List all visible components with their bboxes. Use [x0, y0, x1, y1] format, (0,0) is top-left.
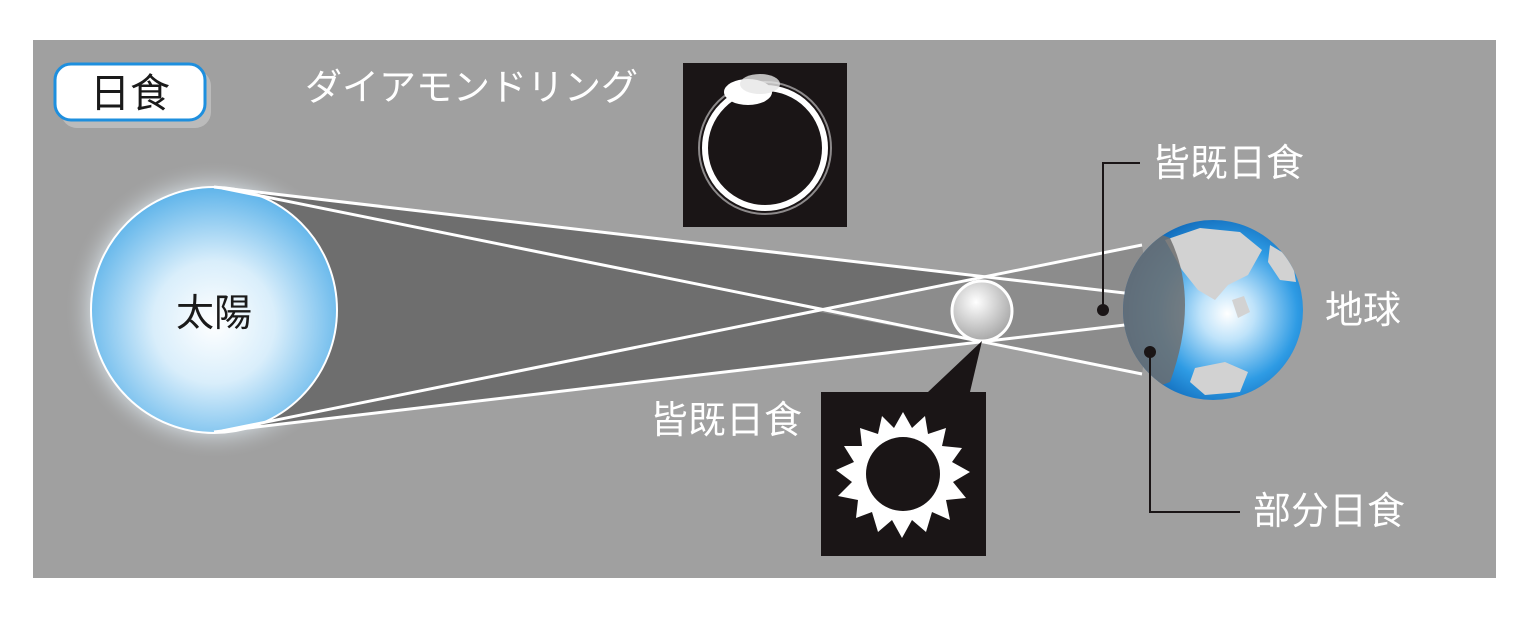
total-eclipse-label-upper: 皆既日食	[1152, 141, 1304, 185]
page-title: 日食	[90, 71, 170, 117]
partial-eclipse-marker	[1144, 346, 1156, 358]
leader-lines	[1102, 162, 1240, 513]
earth	[1123, 220, 1303, 400]
diamond-ring-label: ダイアモンドリング	[305, 66, 638, 109]
moon	[950, 279, 1014, 343]
total-eclipse-inset	[821, 392, 986, 556]
diamond-ring-inset	[683, 63, 847, 227]
total-eclipse-marker	[1097, 304, 1109, 316]
umbra-cone	[214, 187, 1150, 432]
sun-label: 太陽	[176, 291, 252, 335]
inset-callout-pointer	[928, 341, 982, 392]
title-badge	[53, 62, 211, 128]
light-rays	[213, 185, 1151, 434]
partial-eclipse-label: 部分日食	[1253, 489, 1405, 533]
total-eclipse-label-lower: 皆既日食	[650, 398, 802, 442]
earth-label: 地球	[1325, 288, 1401, 332]
